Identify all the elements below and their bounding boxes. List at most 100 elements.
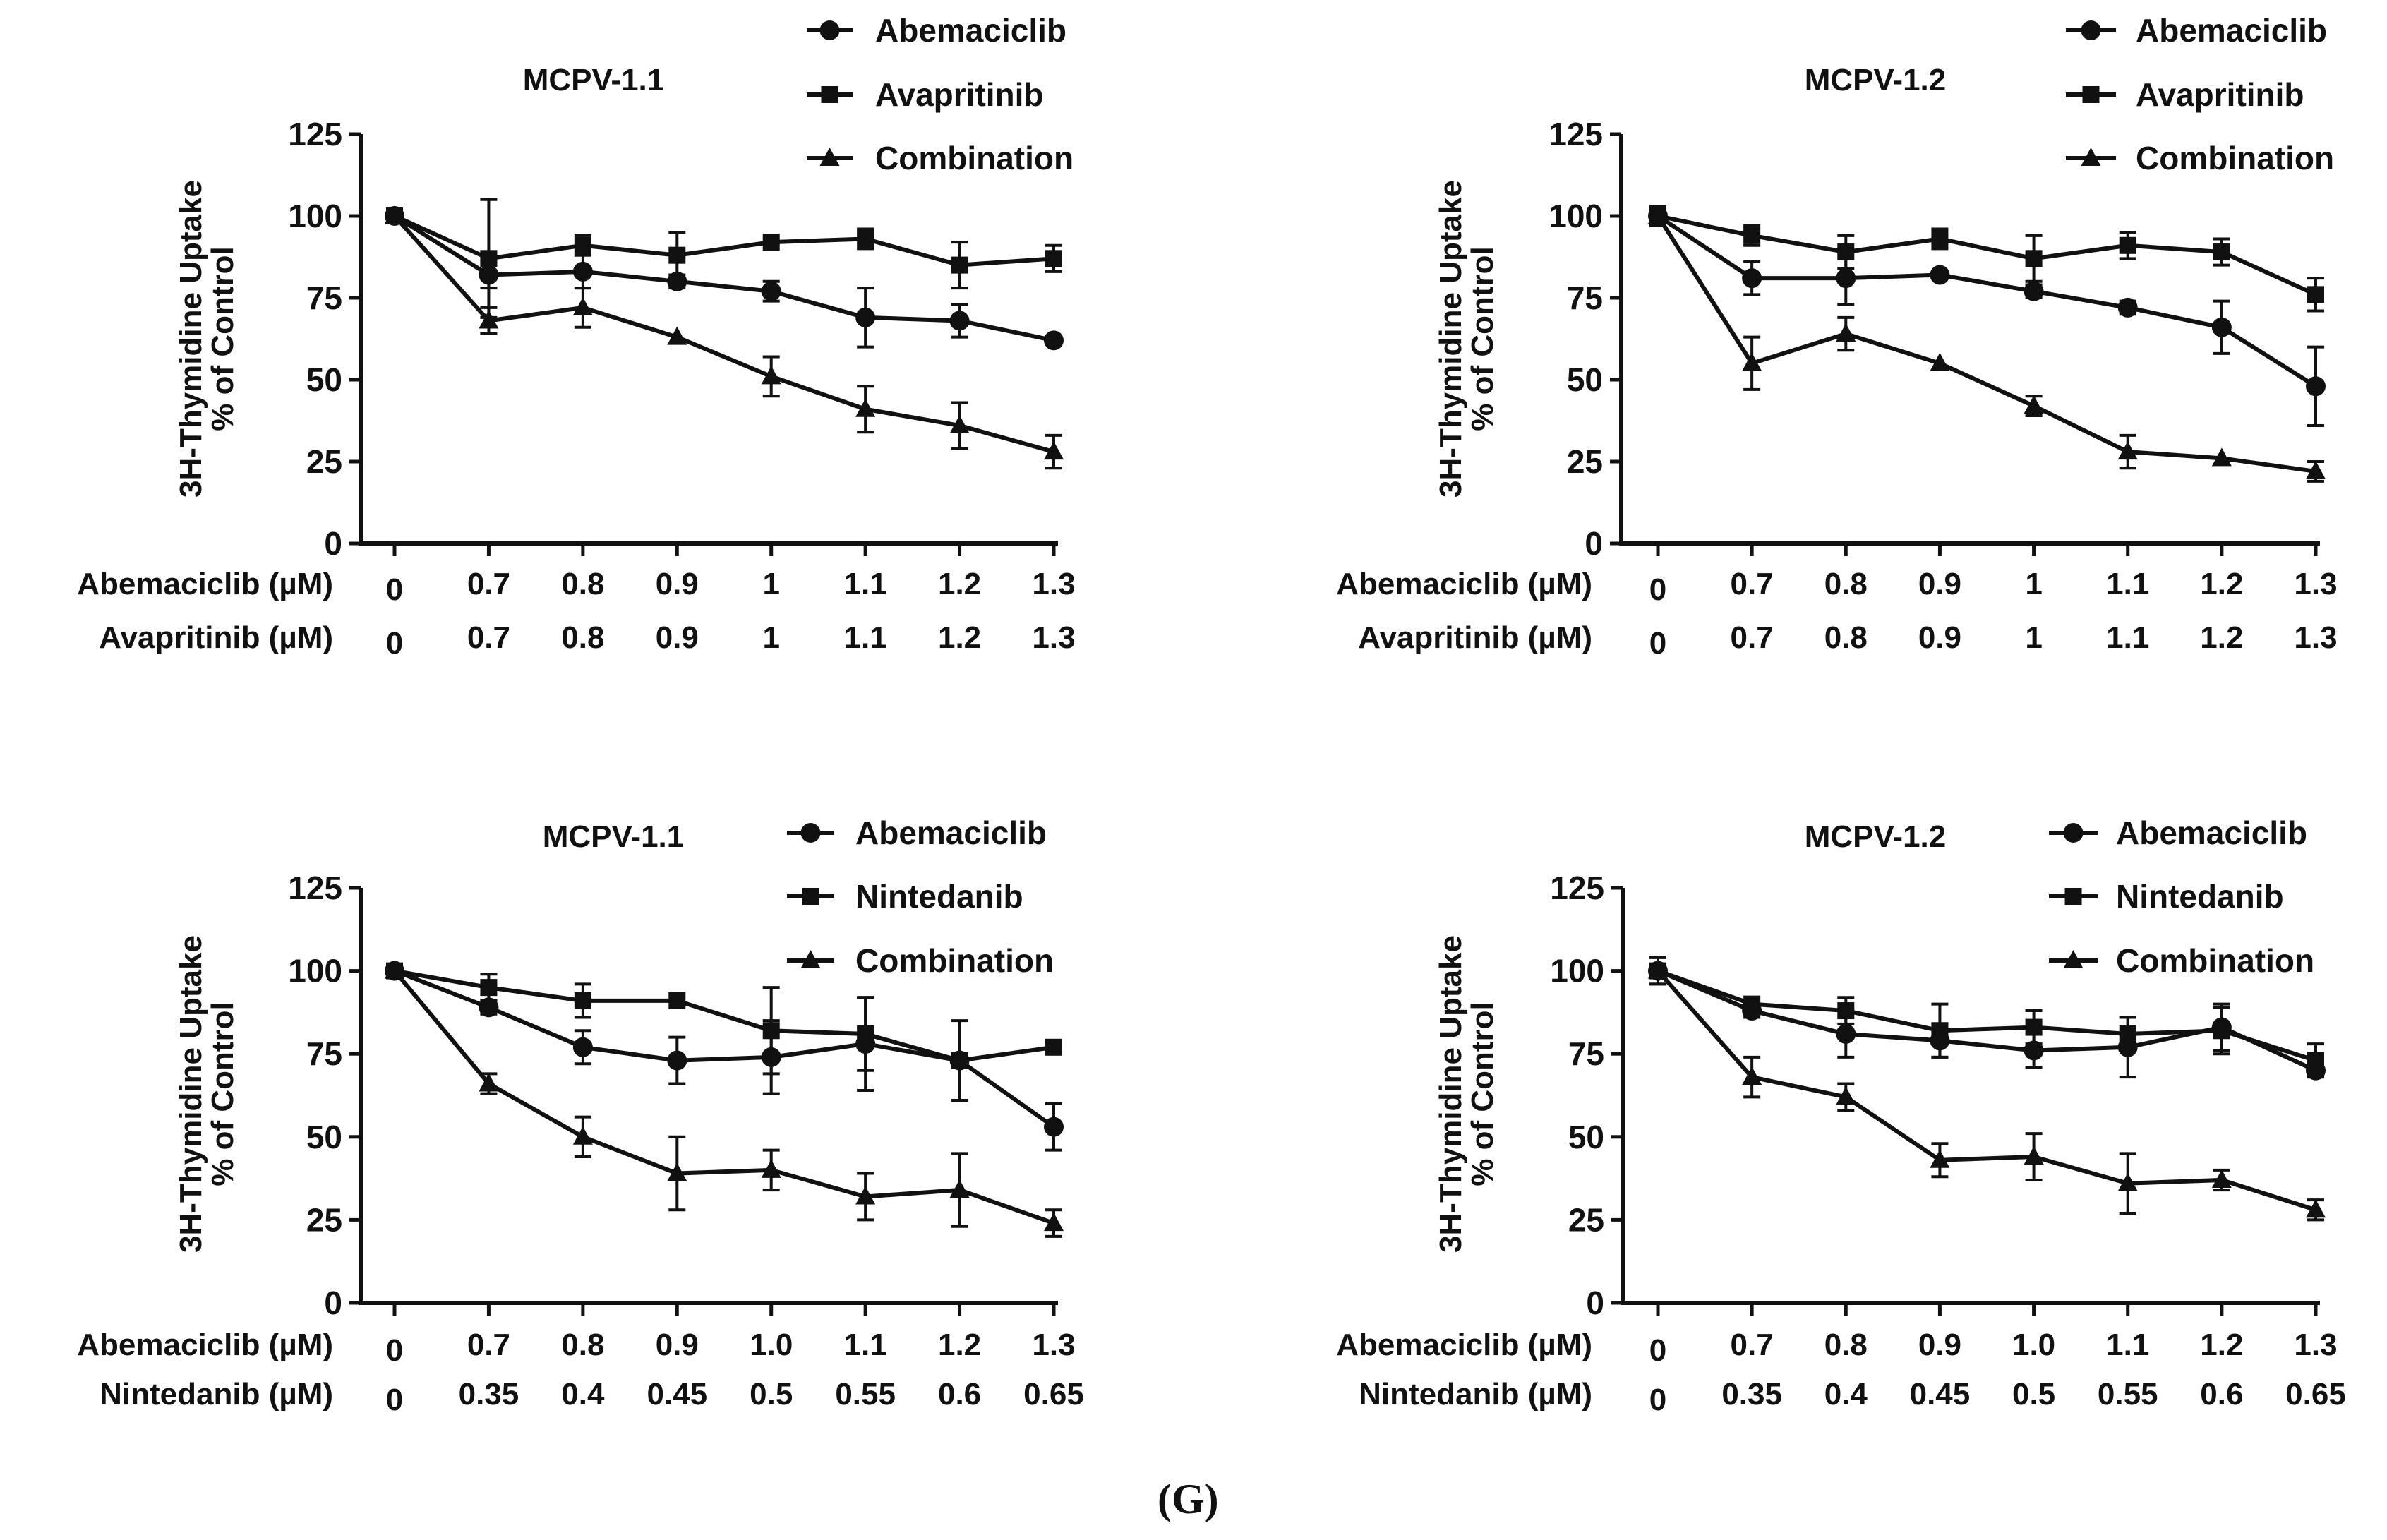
- x-tick-label: 0.7: [1731, 1328, 1774, 1362]
- y-tick-label: 25: [1567, 443, 1603, 480]
- data-point: [667, 271, 687, 291]
- square-marker-icon: [2082, 86, 2100, 103]
- x-tick-label: 0.9: [1918, 567, 1961, 601]
- legend-item: Combination: [2066, 140, 2334, 176]
- chart-3: MCPV-1.1 0 25 50 75 100 125 3H-Thymidine Uptake…: [77, 814, 1084, 1417]
- data-point: [2024, 1040, 2044, 1061]
- series-line: [393, 214, 1054, 267]
- y-axis-label-line2: % of Control: [1465, 1001, 1500, 1186]
- series-line: [1656, 969, 2316, 1213]
- x-tick-label: 1: [762, 567, 779, 601]
- y-axis-label: 3H-Thymidine Uptake: [174, 935, 208, 1253]
- data-point: [572, 1126, 593, 1145]
- data-point: [572, 1037, 593, 1057]
- x-tick-label: 0: [1649, 572, 1666, 607]
- data-point: [2025, 250, 2043, 267]
- y-axis-label: 3H-Thymidine Uptake: [174, 180, 208, 498]
- x-tick-label: 0: [386, 1383, 403, 1417]
- y-tick-label: 0: [324, 525, 342, 562]
- data-point: [2307, 286, 2324, 303]
- x-tick-label: 0.8: [561, 620, 604, 655]
- y-tick-label: 0: [324, 1285, 342, 1321]
- x-tick-label: 1.2: [2200, 1328, 2243, 1362]
- x-tick-label: 1.1: [2106, 1328, 2149, 1362]
- data-point: [479, 997, 499, 1018]
- data-point: [949, 311, 970, 331]
- data-point: [761, 281, 781, 301]
- series-nintedanib: [386, 962, 1062, 1076]
- legend-label: Abemaciclib: [2136, 12, 2327, 49]
- x-tick-label: 0.7: [467, 567, 510, 601]
- series-line: [393, 214, 1054, 343]
- y-axis-label: 3H-Thymidine Uptake: [1433, 180, 1468, 498]
- data-point: [2117, 441, 2138, 460]
- x-tick-label: 0.8: [561, 1328, 604, 1362]
- data-point: [2024, 281, 2044, 301]
- x-row-label: Abemaciclib (µM): [1336, 567, 1592, 601]
- legend-label: Combination: [2136, 140, 2334, 176]
- x-tick-label: 0.4: [1824, 1377, 1868, 1412]
- data-point: [2306, 1199, 2326, 1218]
- legend-label: Nintedanib: [855, 878, 1023, 915]
- y-tick-label: 0: [1585, 525, 1603, 562]
- chart-title: MCPV-1.2: [1805, 63, 1947, 97]
- x-tick-label: 0.5: [750, 1377, 793, 1412]
- data-point: [1836, 268, 1856, 289]
- data-point: [1045, 250, 1062, 267]
- legend-item: Abemaciclib: [2066, 12, 2327, 49]
- data-point: [2119, 1025, 2136, 1042]
- data-point: [480, 250, 498, 267]
- data-point: [1837, 243, 1855, 261]
- x-tick-label: 0: [1649, 1333, 1666, 1368]
- data-point: [668, 246, 686, 264]
- x-tick-label: 0.55: [835, 1377, 896, 1412]
- y-tick-label: 125: [1550, 870, 1604, 906]
- data-point: [480, 979, 498, 997]
- data-point: [2213, 243, 2230, 261]
- x-tick-label: 0.9: [656, 620, 699, 655]
- data-point: [1742, 1066, 1762, 1085]
- series-avapritinib: [1649, 205, 2324, 313]
- x-tick-label: 0: [386, 572, 403, 607]
- y-axis-label-line2: % of Control: [1465, 246, 1500, 431]
- x-tick-label: 0.7: [1731, 567, 1774, 601]
- circle-marker-icon: [2081, 20, 2101, 40]
- data-point: [1836, 1086, 1856, 1105]
- series-avapritinib: [386, 198, 1062, 319]
- data-point: [479, 1073, 499, 1092]
- y-tick-label: 75: [306, 1035, 342, 1072]
- legend-item: Nintedanib: [787, 878, 1023, 915]
- x-tick-label: 0.9: [656, 1328, 699, 1362]
- data-point: [1045, 1038, 1062, 1056]
- circle-marker-icon: [819, 20, 840, 40]
- x-tick-label: 0.6: [938, 1377, 981, 1412]
- x-tick-label: 1.2: [2200, 567, 2243, 601]
- data-point: [2211, 1169, 2232, 1188]
- data-point: [1836, 323, 1856, 342]
- x-tick-label: 1: [2025, 620, 2042, 655]
- legend-label: Combination: [855, 942, 1054, 979]
- x-tick-label: 1.1: [844, 620, 887, 655]
- data-point: [1743, 227, 1761, 244]
- x-tick-label: 0.9: [1918, 1328, 1961, 1362]
- series-line: [392, 969, 1054, 1225]
- legend-item: Abemaciclib: [807, 12, 1066, 49]
- triangle-marker-icon: [819, 148, 840, 166]
- data-point: [762, 1022, 780, 1040]
- x-tick-label: 1: [2025, 567, 2042, 601]
- data-point: [949, 414, 970, 433]
- x-tick-label: 1.3: [2294, 1328, 2337, 1362]
- data-point: [2117, 1172, 2138, 1191]
- data-point: [1742, 352, 1762, 371]
- data-point: [761, 366, 781, 385]
- y-tick-label: 100: [288, 198, 342, 234]
- data-point: [855, 398, 876, 417]
- legend-item: Avapritinib: [807, 76, 1044, 113]
- legend-label: Combination: [2116, 942, 2314, 979]
- panel-caption: (G): [1158, 1476, 1219, 1522]
- y-tick-label: 75: [1568, 1035, 1604, 1072]
- series-combination: [1648, 205, 2326, 483]
- chart-title: MCPV-1.1: [543, 819, 685, 854]
